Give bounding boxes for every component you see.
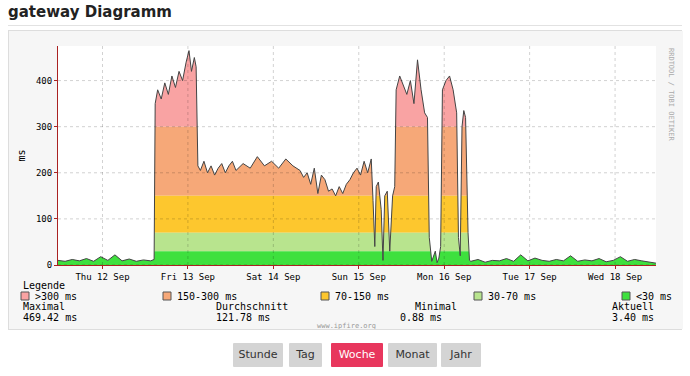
svg-text:0: 0 [47,260,52,270]
svg-text:Aktuell: Aktuell [612,301,654,312]
svg-text:200: 200 [36,168,52,178]
svg-text:RRDTOOL / TOBI OETIKER: RRDTOOL / TOBI OETIKER [667,48,675,142]
svg-text:469.42 ms: 469.42 ms [23,312,77,323]
svg-text:www.ipfire.org: www.ipfire.org [317,322,376,329]
svg-text:3.40 ms: 3.40 ms [612,312,654,323]
svg-text:100: 100 [36,214,52,224]
svg-text:Sat 14 Sep: Sat 14 Sep [246,272,300,282]
svg-text:>300 ms: >300 ms [35,291,77,302]
svg-text:Legende: Legende [23,280,65,291]
svg-text:Wed 18 Sep: Wed 18 Sep [588,272,642,282]
html-text:Stunde: Stunde [238,348,278,361]
html-text:Tag: Tag [296,348,315,361]
svg-text:150-300 ms: 150-300 ms [177,291,237,302]
html-text:gateway Diagramm: gateway Diagramm [8,3,172,21]
svg-text:<30 ms: <30 ms [636,291,672,302]
svg-text:Minimal: Minimal [415,301,457,312]
svg-text:Durchschnitt: Durchschnitt [216,301,288,312]
svg-text:Mon 16 Sep: Mon 16 Sep [417,272,471,282]
svg-text:400: 400 [36,76,52,86]
svg-text:0.88 ms: 0.88 ms [400,312,442,323]
svg-text:ms: ms [16,149,27,161]
svg-text:121.78 ms: 121.78 ms [216,312,270,323]
svg-text:Thu 12 Sep: Thu 12 Sep [75,272,129,282]
svg-text:Maximal: Maximal [23,301,65,312]
html-text:Monat: Monat [395,348,430,361]
svg-text:300: 300 [36,122,52,132]
html-text:Woche: Woche [338,348,376,361]
svg-text:Tue 17 Sep: Tue 17 Sep [503,272,557,282]
svg-text:70-150 ms: 70-150 ms [335,291,389,302]
svg-text:Fri 13 Sep: Fri 13 Sep [161,272,215,282]
svg-text:30-70 ms: 30-70 ms [488,291,536,302]
html-text:Jahr: Jahr [450,348,472,361]
svg-text:Sun 15 Sep: Sun 15 Sep [332,272,386,282]
